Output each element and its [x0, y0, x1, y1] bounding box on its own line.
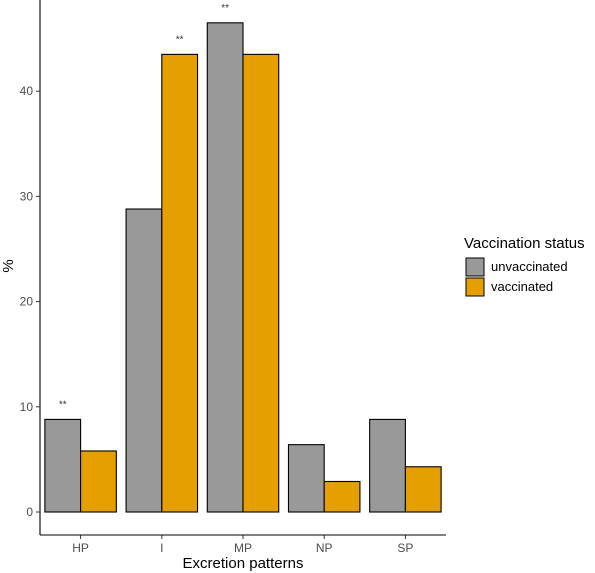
- annotation-i: **: [176, 34, 184, 45]
- bar-mp-vaccinated: [242, 53, 280, 513]
- annotation-hp: **: [59, 399, 67, 410]
- bar-hp-unvaccinated: [44, 418, 82, 513]
- legend-label-unvaccinated: unvaccinated: [491, 259, 568, 274]
- x-axis-title: Excretion patterns: [183, 555, 304, 572]
- y-tick-label: 30: [20, 189, 34, 203]
- legend-key-vaccinated: [465, 277, 485, 297]
- bar-mp-unvaccinated: [206, 22, 244, 513]
- bars-group: [44, 22, 442, 513]
- bar-i-vaccinated: [161, 53, 199, 513]
- x-tick-label: NP: [316, 541, 333, 555]
- legend-key-unvaccinated: [465, 257, 485, 277]
- legend-label-vaccinated: vaccinated: [491, 279, 553, 294]
- annotation-mp: **: [221, 3, 229, 14]
- bar-i-unvaccinated: [125, 208, 163, 513]
- y-tick-label: 20: [20, 295, 34, 309]
- y-axis: 0 10 20 30 40: [20, 0, 41, 535]
- y-tick-label: 0: [26, 505, 33, 519]
- bar-sp-vaccinated: [404, 466, 442, 513]
- x-axis: HP I MP NP SP: [40, 534, 446, 555]
- bar-sp-unvaccinated: [369, 418, 406, 513]
- legend-title: Vaccination status: [464, 235, 585, 252]
- x-tick-label: HP: [72, 541, 89, 555]
- x-tick-label: MP: [234, 541, 252, 555]
- x-tick-label: SP: [397, 541, 413, 555]
- legend: Vaccination status unvaccinated vaccinate…: [464, 235, 585, 297]
- y-axis-title: %: [0, 259, 17, 272]
- bar-np-vaccinated: [323, 480, 361, 513]
- bar-hp-vaccinated: [80, 450, 117, 513]
- bar-np-unvaccinated: [287, 444, 325, 513]
- x-tick-label: I: [160, 541, 163, 555]
- y-tick-label: 40: [20, 84, 34, 98]
- y-tick-label: 10: [20, 400, 34, 414]
- annotations-group: ** ** **: [59, 3, 229, 411]
